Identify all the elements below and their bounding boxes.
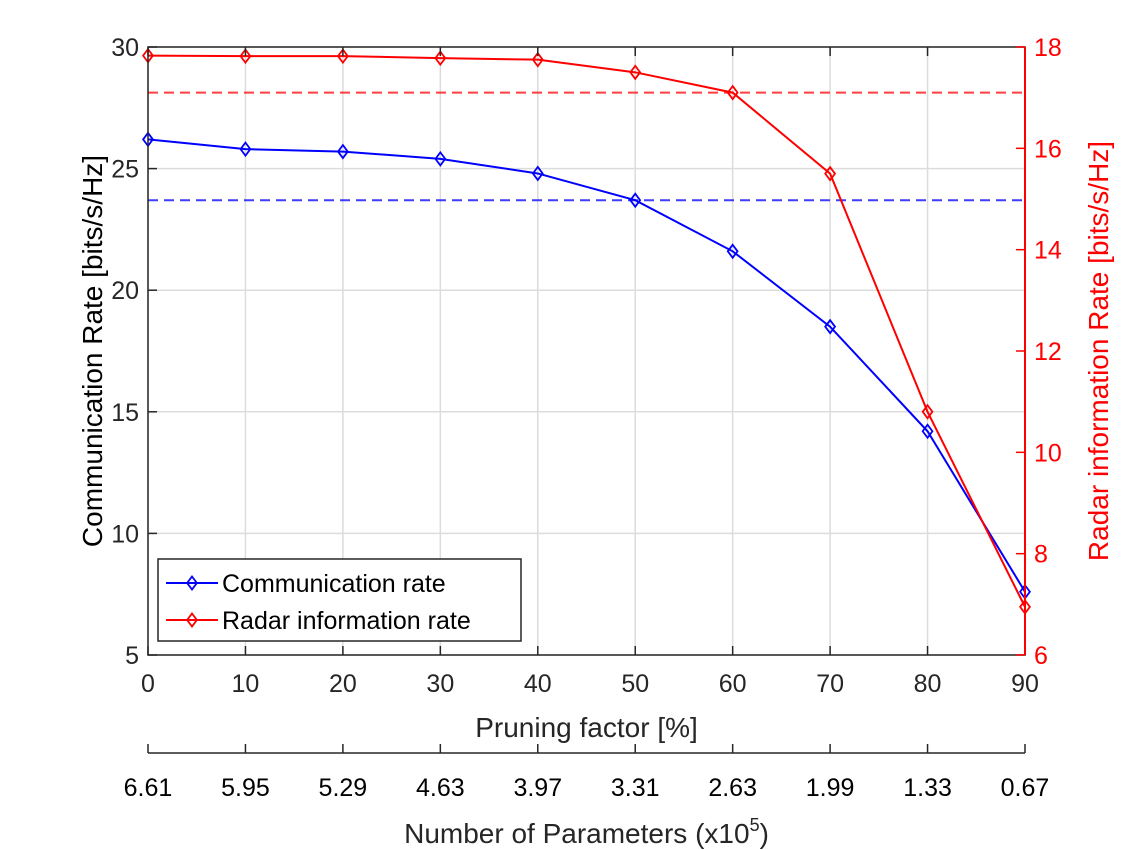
reference-lines bbox=[148, 91, 1025, 202]
secondary-x-tick-label: 6.61 bbox=[124, 774, 173, 802]
data-point-diamond bbox=[531, 165, 544, 182]
x-tick-label: 20 bbox=[329, 670, 357, 698]
secondary-x-tick-label: 3.97 bbox=[513, 774, 562, 802]
data-point-diamond bbox=[726, 243, 739, 260]
axes: 0 10 20 30 40 50 60 70 80 90 5 10 15 20 25 30 6 8 10 12 14 16… bbox=[77, 34, 1114, 849]
x-tick-label: 90 bbox=[1011, 670, 1039, 698]
secondary-x-axis-label: Number of Parameters (x105) bbox=[404, 815, 769, 849]
secondary-x-tick-label: 5.29 bbox=[319, 774, 368, 802]
legend-label: Radar information rate bbox=[222, 607, 471, 635]
y-right-tick-label: 18 bbox=[1034, 34, 1062, 62]
y-left-tick-label: 5 bbox=[125, 642, 139, 670]
secondary-x-tick-label: 1.33 bbox=[903, 774, 952, 802]
y-right-tick-label: 16 bbox=[1034, 135, 1062, 163]
data-point-diamond bbox=[921, 423, 934, 440]
y-left-tick-label: 15 bbox=[111, 399, 139, 427]
legend-diamond-icon bbox=[186, 612, 198, 628]
y-left-axis-label: Communication Rate [bits/s/Hz] bbox=[77, 155, 108, 547]
legend: Communication rate Radar information rate bbox=[157, 558, 522, 642]
y-left-tick-label: 10 bbox=[111, 520, 139, 548]
data-point-diamond bbox=[336, 48, 349, 65]
series-radar-information-rate bbox=[142, 47, 1032, 615]
secondary-x-tick-label: 4.63 bbox=[416, 774, 465, 802]
x-tick-label: 40 bbox=[524, 670, 552, 698]
data-point-diamond bbox=[824, 318, 837, 335]
legend-label: Communication rate bbox=[222, 570, 446, 598]
series-line bbox=[147, 54, 1026, 608]
secondary-x-tick-label: 5.95 bbox=[221, 774, 270, 802]
y-left-tick-label: 30 bbox=[111, 34, 139, 62]
data-point-diamond bbox=[726, 84, 739, 101]
legend-box bbox=[157, 558, 522, 642]
series-line bbox=[147, 138, 1026, 593]
data-point-diamond bbox=[434, 150, 447, 167]
secondary-x-label-prefix: Number of Parameters (x10 bbox=[404, 818, 749, 849]
data-point-diamond bbox=[921, 403, 934, 420]
y-right-tick-label: 6 bbox=[1034, 642, 1048, 670]
secondary-x-label-suffix: ) bbox=[760, 818, 769, 849]
y-right-tick-label: 14 bbox=[1034, 237, 1062, 265]
y-right-tick-label: 10 bbox=[1034, 439, 1062, 467]
y-right-tick-label: 12 bbox=[1034, 338, 1062, 366]
x-tick-label: 0 bbox=[141, 670, 155, 698]
y-left-tick-label: 25 bbox=[111, 156, 139, 184]
data-series bbox=[142, 47, 1032, 615]
data-point-diamond bbox=[629, 64, 642, 81]
data-point-diamond bbox=[239, 141, 252, 158]
data-point-diamond bbox=[239, 48, 252, 65]
data-point-diamond bbox=[531, 51, 544, 68]
x-tick-label: 60 bbox=[719, 670, 747, 698]
x-tick-label: 50 bbox=[621, 670, 649, 698]
x-tick-label: 10 bbox=[232, 670, 260, 698]
data-point-diamond bbox=[336, 143, 349, 160]
secondary-x-label-exponent: 5 bbox=[750, 815, 760, 835]
data-point-diamond bbox=[824, 165, 837, 182]
x-tick-label: 70 bbox=[816, 670, 844, 698]
x-axis-label: Pruning factor [%] bbox=[475, 712, 698, 743]
secondary-x-tick-label: 3.31 bbox=[611, 774, 660, 802]
y-left-tick-label: 20 bbox=[111, 277, 139, 305]
legend-diamond-icon bbox=[186, 575, 198, 591]
data-point-diamond bbox=[434, 50, 447, 67]
series-communication-rate bbox=[142, 131, 1032, 600]
data-point-diamond bbox=[629, 192, 642, 209]
y-right-tick-label: 8 bbox=[1034, 541, 1048, 569]
x-tick-label: 30 bbox=[426, 670, 454, 698]
secondary-x-tick-label: 0.67 bbox=[1001, 774, 1050, 802]
x-tick-label: 80 bbox=[914, 670, 942, 698]
y-right-axis-label: Radar information Rate [bits/s/Hz] bbox=[1083, 141, 1114, 561]
secondary-x-tick-label: 2.63 bbox=[708, 774, 757, 802]
secondary-x-tick-label: 1.99 bbox=[806, 774, 855, 802]
